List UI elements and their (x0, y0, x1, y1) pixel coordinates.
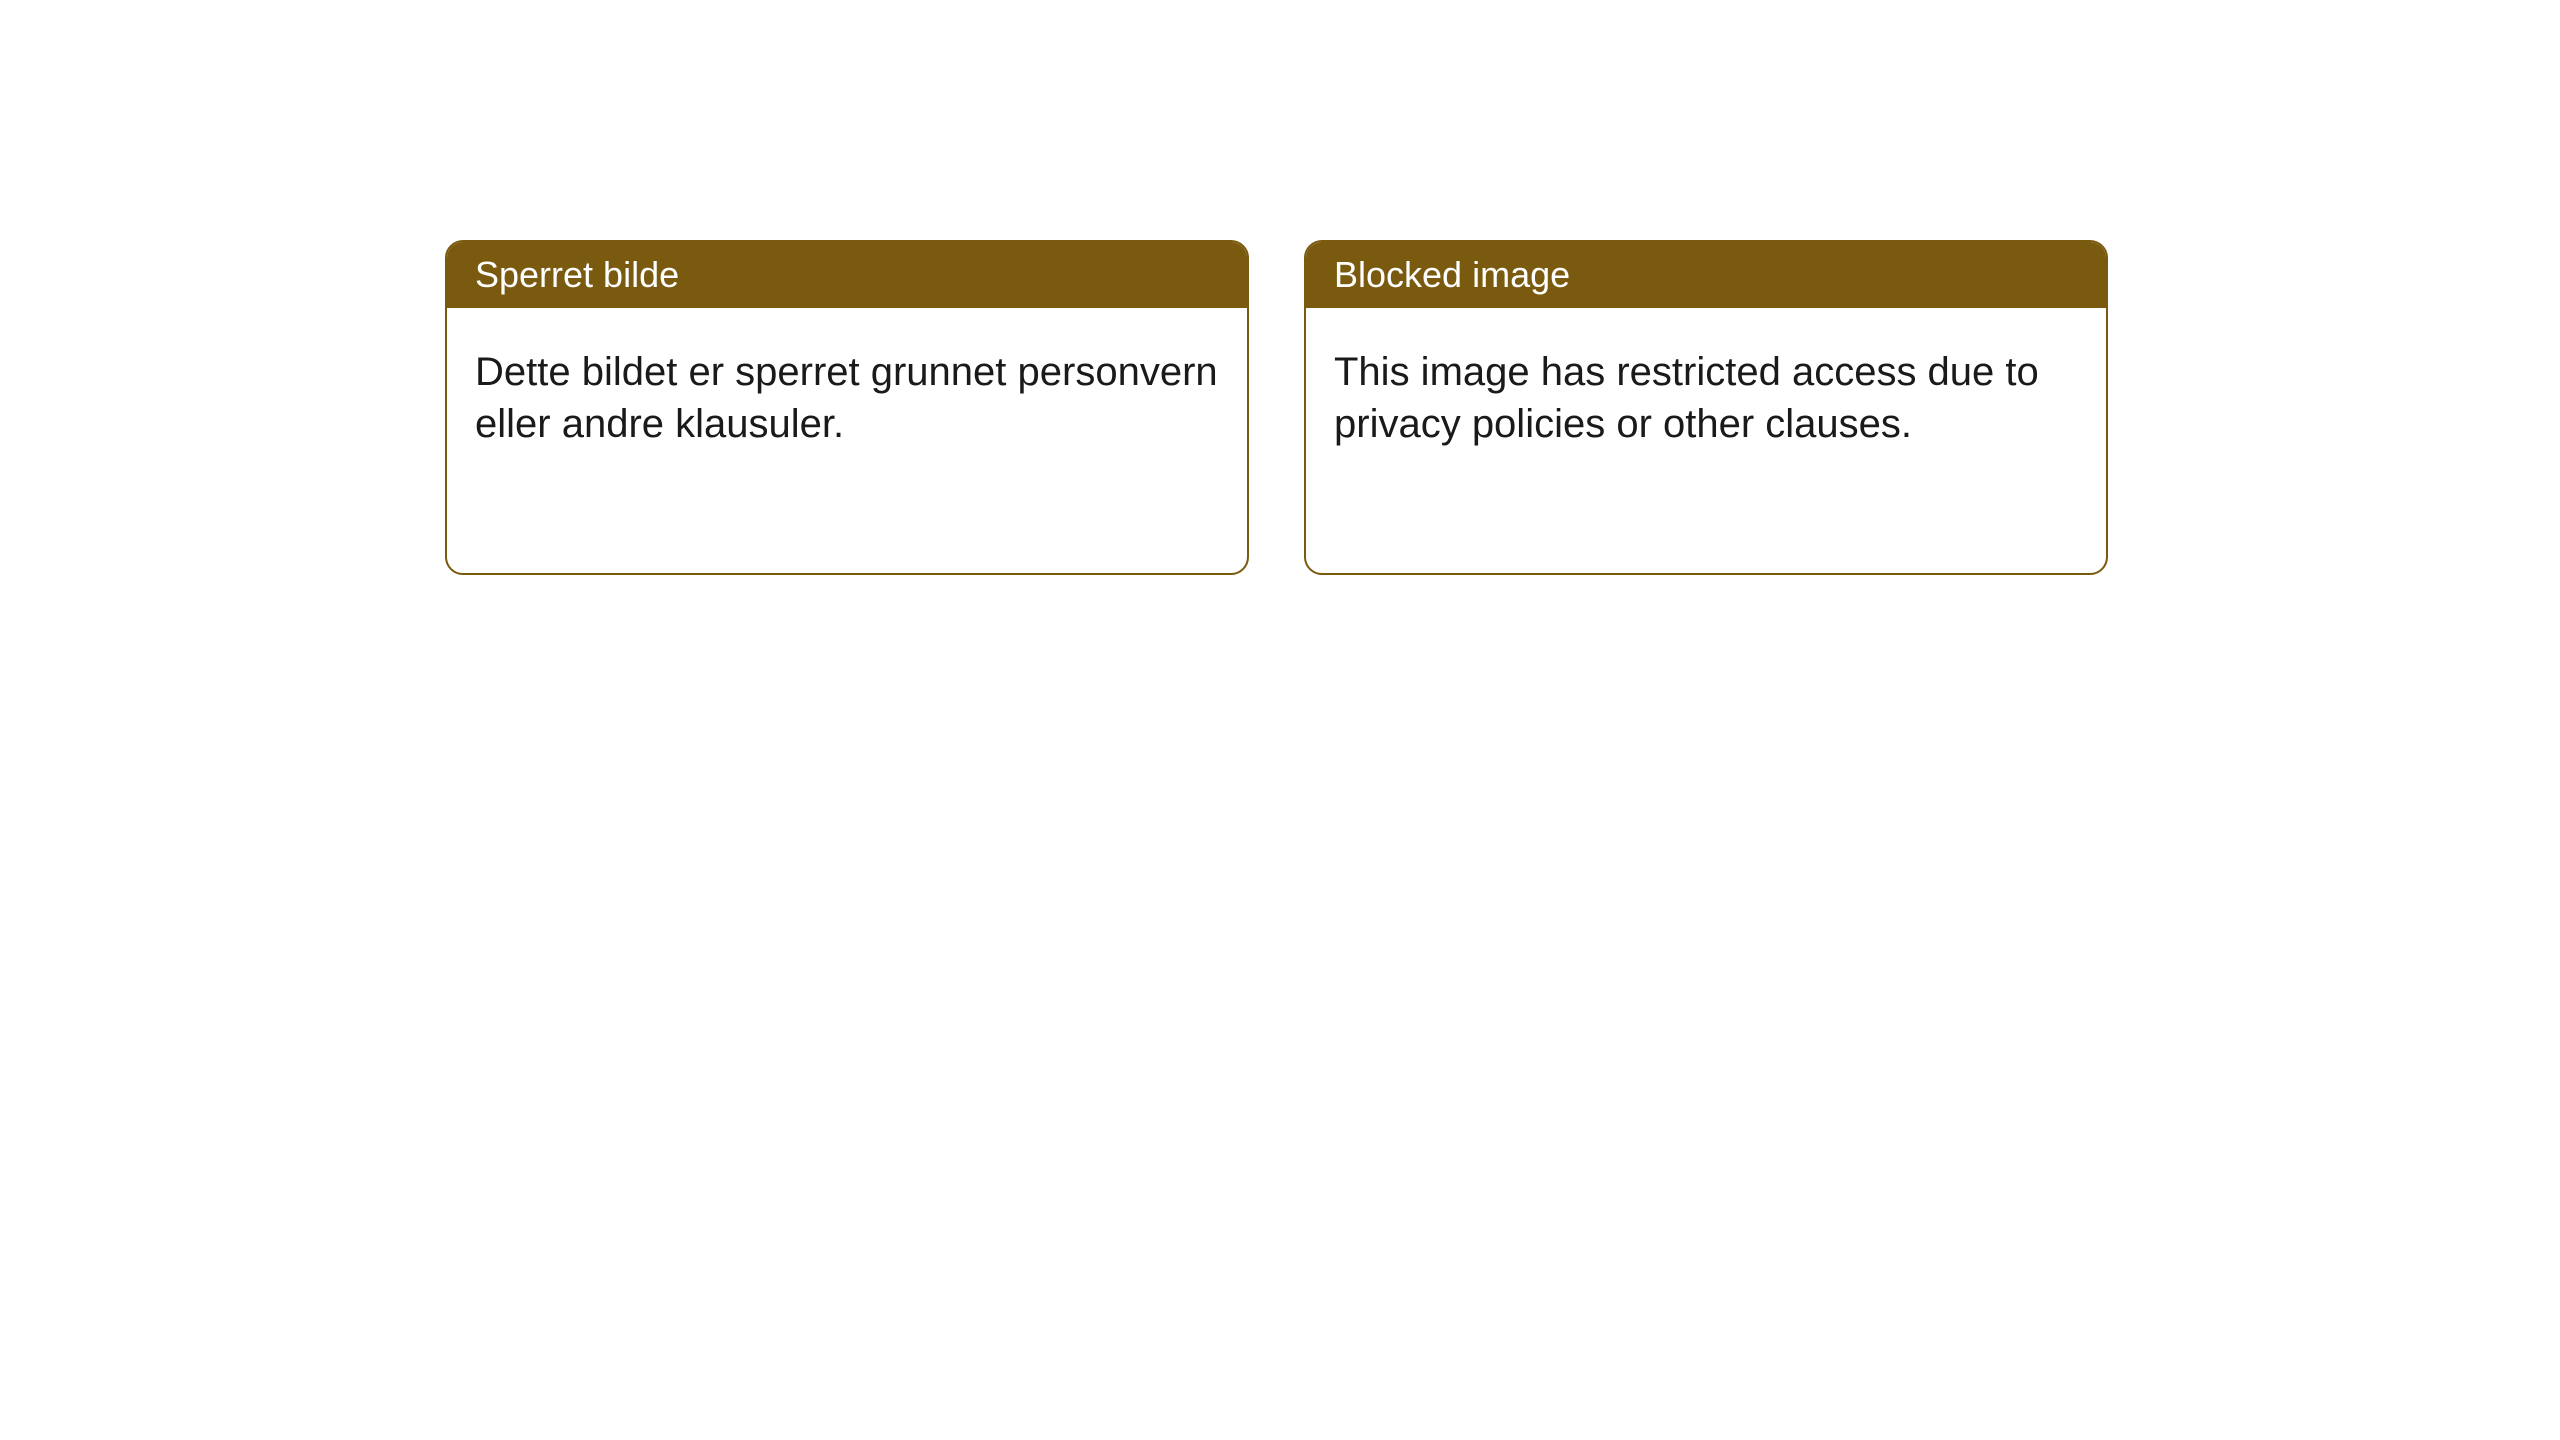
card-header: Sperret bilde (447, 242, 1247, 308)
card-title: Blocked image (1334, 254, 1570, 295)
card-body: Dette bildet er sperret grunnet personve… (447, 308, 1247, 488)
card-header: Blocked image (1306, 242, 2106, 308)
blocked-image-card-en: Blocked image This image has restricted … (1304, 240, 2108, 575)
notice-container: Sperret bilde Dette bildet er sperret gr… (445, 240, 2108, 575)
card-body: This image has restricted access due to … (1306, 308, 2106, 488)
blocked-image-card-no: Sperret bilde Dette bildet er sperret gr… (445, 240, 1249, 575)
card-title: Sperret bilde (475, 254, 679, 295)
card-body-text: This image has restricted access due to … (1334, 350, 2039, 446)
card-body-text: Dette bildet er sperret grunnet personve… (475, 350, 1218, 446)
